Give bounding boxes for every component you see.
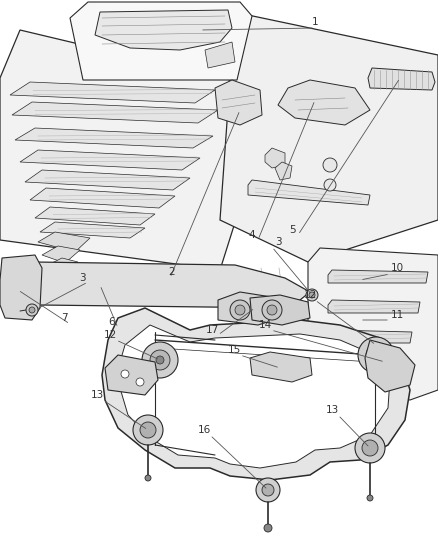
Polygon shape xyxy=(50,258,78,270)
Circle shape xyxy=(355,433,385,463)
Text: 2: 2 xyxy=(169,267,175,277)
Polygon shape xyxy=(12,102,218,123)
Circle shape xyxy=(362,440,378,456)
Polygon shape xyxy=(215,15,438,262)
Text: 16: 16 xyxy=(198,425,211,435)
Circle shape xyxy=(256,478,280,502)
Polygon shape xyxy=(40,222,145,238)
Circle shape xyxy=(358,337,394,373)
Circle shape xyxy=(306,289,318,301)
Circle shape xyxy=(29,307,35,313)
Text: 3: 3 xyxy=(79,273,85,283)
Text: 3: 3 xyxy=(275,237,281,247)
Circle shape xyxy=(309,292,315,298)
Polygon shape xyxy=(0,30,250,270)
Polygon shape xyxy=(308,248,438,400)
Circle shape xyxy=(142,342,178,378)
Polygon shape xyxy=(105,355,158,395)
Circle shape xyxy=(366,345,386,365)
Text: 1: 1 xyxy=(312,17,318,27)
Polygon shape xyxy=(120,325,390,468)
Circle shape xyxy=(145,475,151,481)
Circle shape xyxy=(264,524,272,532)
Polygon shape xyxy=(365,340,415,392)
Polygon shape xyxy=(250,352,312,382)
Circle shape xyxy=(324,179,336,191)
Text: 12: 12 xyxy=(103,330,117,340)
Polygon shape xyxy=(10,82,215,103)
Polygon shape xyxy=(278,80,370,125)
Text: 17: 17 xyxy=(205,325,219,335)
Polygon shape xyxy=(368,68,435,90)
Circle shape xyxy=(267,305,277,315)
Polygon shape xyxy=(215,80,262,125)
Text: 10: 10 xyxy=(390,263,403,273)
Text: 12: 12 xyxy=(304,290,317,300)
Text: 14: 14 xyxy=(258,320,272,330)
Polygon shape xyxy=(95,10,232,50)
Polygon shape xyxy=(42,246,80,263)
Circle shape xyxy=(121,370,129,378)
Circle shape xyxy=(262,300,282,320)
Text: 7: 7 xyxy=(61,313,67,323)
Circle shape xyxy=(150,350,170,370)
Polygon shape xyxy=(25,170,190,190)
Polygon shape xyxy=(30,188,175,208)
Text: 13: 13 xyxy=(90,390,104,400)
Text: 13: 13 xyxy=(325,405,339,415)
Polygon shape xyxy=(328,330,412,343)
Circle shape xyxy=(156,356,164,364)
Text: 6: 6 xyxy=(109,317,115,327)
Text: 5: 5 xyxy=(289,225,295,235)
Polygon shape xyxy=(38,232,90,252)
Text: 4: 4 xyxy=(249,230,255,240)
Circle shape xyxy=(230,300,250,320)
Polygon shape xyxy=(275,162,292,180)
Circle shape xyxy=(262,484,274,496)
Circle shape xyxy=(133,415,163,445)
Polygon shape xyxy=(35,207,155,225)
Polygon shape xyxy=(328,270,428,283)
Circle shape xyxy=(323,158,337,172)
Polygon shape xyxy=(0,255,42,320)
Circle shape xyxy=(26,304,38,316)
Polygon shape xyxy=(22,262,310,308)
Circle shape xyxy=(367,495,373,501)
Circle shape xyxy=(140,422,156,438)
Polygon shape xyxy=(218,292,280,325)
Polygon shape xyxy=(248,180,370,205)
Circle shape xyxy=(372,351,380,359)
Text: 11: 11 xyxy=(390,310,404,320)
Polygon shape xyxy=(102,308,410,480)
Circle shape xyxy=(235,305,245,315)
Polygon shape xyxy=(70,2,252,80)
Polygon shape xyxy=(265,148,285,168)
Polygon shape xyxy=(250,295,310,325)
Circle shape xyxy=(136,378,144,386)
Polygon shape xyxy=(328,300,420,313)
Polygon shape xyxy=(205,42,235,68)
Text: 15: 15 xyxy=(227,345,240,355)
Polygon shape xyxy=(15,128,213,148)
Polygon shape xyxy=(20,150,200,170)
